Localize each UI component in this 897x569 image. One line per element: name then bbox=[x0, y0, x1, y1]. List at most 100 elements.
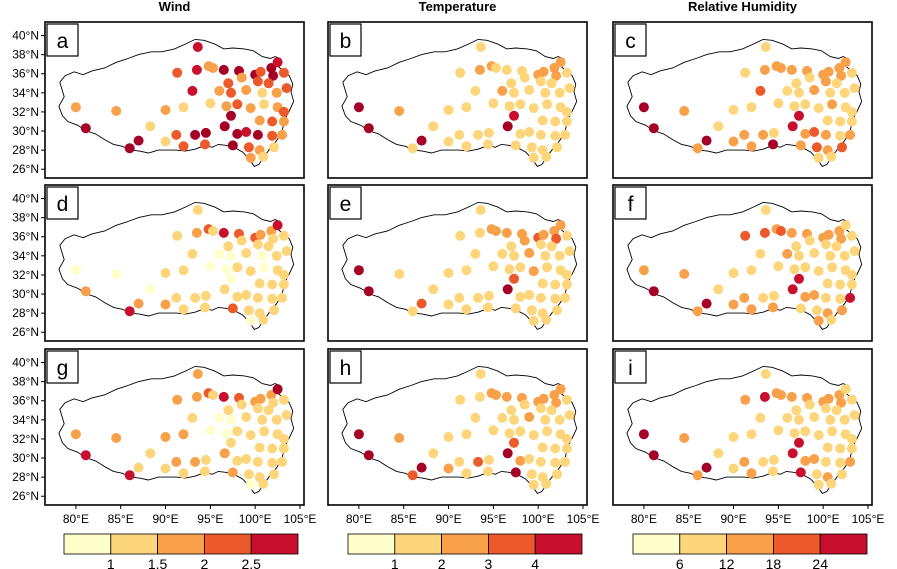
station-point bbox=[550, 116, 561, 127]
station-point bbox=[755, 85, 766, 96]
colorbar: 1 2 3 4 bbox=[347, 533, 583, 569]
station-point bbox=[268, 70, 279, 81]
station-point bbox=[540, 250, 551, 261]
station-point bbox=[528, 152, 539, 163]
station-point bbox=[728, 299, 739, 310]
station-point bbox=[813, 479, 824, 490]
station-point bbox=[787, 121, 798, 132]
station-point bbox=[515, 99, 526, 110]
y-tick-label: 34°N bbox=[12, 413, 39, 427]
panel-frame bbox=[327, 348, 588, 506]
station-point bbox=[768, 290, 779, 301]
station-point bbox=[226, 87, 236, 98]
station-point bbox=[835, 293, 846, 304]
station-point bbox=[80, 123, 91, 134]
station-point bbox=[560, 129, 571, 140]
station-point bbox=[272, 57, 283, 68]
station-point bbox=[519, 399, 530, 410]
station-point bbox=[281, 246, 292, 257]
station-point bbox=[269, 142, 279, 153]
station-point bbox=[475, 369, 486, 379]
station-point bbox=[776, 226, 786, 236]
x-tick-label: 105°E bbox=[852, 512, 885, 526]
station-point bbox=[245, 479, 256, 490]
colorbar-swatch bbox=[441, 533, 489, 555]
station-point bbox=[416, 462, 427, 473]
station-point bbox=[768, 454, 779, 465]
y-tick-label: 32°N bbox=[12, 268, 39, 282]
column-title: Temperature bbox=[419, 0, 497, 14]
station-point bbox=[538, 229, 549, 240]
y-tick-label: 36°N bbox=[12, 230, 39, 244]
station-point bbox=[800, 128, 811, 139]
station-point bbox=[526, 305, 537, 316]
station-point bbox=[497, 412, 508, 423]
station-point bbox=[789, 428, 800, 439]
station-point bbox=[713, 448, 724, 459]
station-point bbox=[840, 384, 851, 395]
colorbar-swatch bbox=[394, 533, 442, 555]
station-point bbox=[846, 269, 857, 280]
station-point bbox=[849, 246, 860, 257]
station-point bbox=[846, 116, 857, 127]
station-point bbox=[407, 143, 418, 154]
station-point bbox=[820, 403, 831, 414]
station-point bbox=[504, 428, 515, 439]
station-point bbox=[554, 87, 565, 98]
station-point bbox=[483, 302, 493, 313]
colorbar-tick-label: 24 bbox=[812, 556, 828, 569]
station-point bbox=[837, 142, 847, 153]
map-panel-f: f bbox=[612, 184, 873, 342]
station-point bbox=[461, 102, 472, 113]
station-point bbox=[394, 269, 405, 279]
station-point bbox=[546, 241, 557, 252]
y-tick-label: 38°N bbox=[12, 375, 39, 389]
station-point bbox=[226, 437, 236, 448]
station-point bbox=[455, 67, 466, 78]
station-point bbox=[811, 142, 822, 153]
station-point bbox=[515, 455, 526, 466]
y-tick-label: 38°N bbox=[12, 48, 39, 62]
y-tick-label: 36°N bbox=[12, 394, 39, 408]
station-point bbox=[739, 292, 750, 303]
station-point bbox=[268, 233, 279, 244]
colorbar-swatch bbox=[679, 533, 727, 555]
station-point bbox=[504, 101, 515, 112]
station-point bbox=[187, 412, 198, 423]
station-point bbox=[475, 42, 486, 52]
station-point bbox=[394, 433, 405, 443]
station-point bbox=[510, 303, 521, 314]
station-point bbox=[257, 414, 268, 425]
station-point bbox=[759, 391, 770, 402]
station-point bbox=[820, 456, 831, 467]
station-point bbox=[501, 227, 512, 238]
y-tick-label: 26°N bbox=[12, 162, 39, 176]
station-point bbox=[831, 405, 842, 416]
station-point bbox=[836, 233, 847, 244]
map-panel-b: b bbox=[327, 21, 588, 179]
station-point bbox=[755, 248, 766, 259]
station-point bbox=[826, 151, 837, 162]
station-point bbox=[473, 456, 484, 467]
station-point bbox=[252, 76, 263, 87]
station-point bbox=[160, 268, 171, 278]
station-point bbox=[524, 290, 535, 300]
station-point bbox=[510, 467, 521, 478]
station-point bbox=[813, 430, 824, 441]
station-point bbox=[820, 76, 831, 87]
station-point bbox=[820, 239, 831, 250]
station-point bbox=[823, 66, 834, 77]
station-point bbox=[535, 129, 546, 140]
station-point bbox=[178, 102, 189, 113]
station-point bbox=[205, 261, 216, 272]
station-point bbox=[782, 412, 793, 423]
station-point bbox=[846, 106, 857, 117]
station-point bbox=[846, 279, 857, 290]
x-tick-label: 100°E bbox=[522, 512, 555, 526]
station-point bbox=[561, 433, 572, 444]
station-point bbox=[791, 78, 802, 89]
x-tick-label: 85°E bbox=[108, 512, 134, 526]
colorbar-tick-label: 2.5 bbox=[241, 556, 261, 569]
station-point bbox=[839, 87, 850, 98]
station-point bbox=[254, 115, 265, 126]
